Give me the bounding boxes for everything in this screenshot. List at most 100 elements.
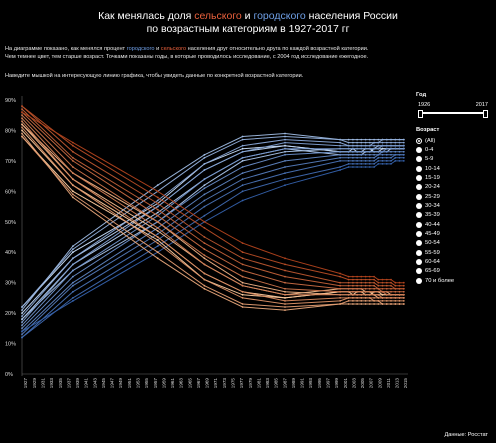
age-option[interactable]: 20-24: [416, 183, 496, 192]
urban-data-point: [356, 163, 358, 165]
age-option[interactable]: 0-4: [416, 145, 496, 154]
x-tick-label: 1993: [308, 378, 313, 389]
line-chart[interactable]: 0%10%20%30%40%50%60%70%80%90%1927 1929 193…: [0, 90, 412, 443]
x-tick-label: 1969: [205, 378, 210, 389]
rural-data-point: [368, 287, 371, 290]
urban-data-point: [390, 160, 392, 162]
year-range-labels: 1926 2017: [418, 102, 488, 108]
rural-data-point: [21, 123, 23, 126]
urban-data-point: [72, 275, 74, 278]
radio-button-icon[interactable]: [416, 147, 422, 154]
age-option[interactable]: (All): [416, 136, 496, 145]
age-option[interactable]: 25-29: [416, 192, 496, 201]
urban-data-point: [72, 257, 74, 260]
radio-button-icon[interactable]: [416, 212, 422, 219]
urban-data-point: [347, 166, 350, 168]
rural-data-point: [241, 251, 244, 254]
age-option[interactable]: 10-14: [416, 164, 496, 173]
rural-data-point: [21, 117, 23, 120]
rural-data-point: [21, 135, 23, 138]
rural-data-point: [284, 290, 286, 293]
urban-data-point: [284, 150, 286, 153]
rural-data-point: [360, 297, 363, 299]
radio-button-icon[interactable]: [416, 165, 422, 172]
radio-button-icon[interactable]: [416, 175, 422, 182]
radio-button-icon[interactable]: [416, 137, 422, 144]
rural-data-point: [377, 287, 380, 290]
rural-data-point: [373, 293, 375, 296]
urban-data-point: [394, 141, 397, 144]
radio-button-icon[interactable]: [416, 184, 422, 191]
slider-max-handle[interactable]: [483, 110, 488, 118]
rural-data-point: [352, 290, 354, 293]
x-tick-label: 1941: [84, 378, 89, 389]
age-option[interactable]: 50-54: [416, 239, 496, 248]
age-option[interactable]: 60-64: [416, 257, 496, 266]
radio-button-icon[interactable]: [416, 156, 422, 163]
radio-button-icon[interactable]: [416, 277, 422, 284]
rural-data-point: [373, 278, 375, 281]
urban-data-point: [385, 160, 388, 162]
rural-data-point: [21, 105, 23, 107]
urban-data-point: [203, 169, 206, 171]
x-tick-label: 1947: [110, 378, 115, 389]
rural-data-point: [352, 275, 354, 278]
year-min-label: 1926: [418, 102, 431, 108]
rural-data-point: [398, 293, 401, 296]
urban-data-point: [398, 138, 401, 141]
age-option[interactable]: 15-19: [416, 173, 496, 182]
rural-data-point: [203, 278, 206, 281]
radio-button-icon[interactable]: [416, 259, 422, 266]
radio-button-icon[interactable]: [416, 231, 422, 238]
rural-data-point: [394, 284, 397, 287]
rural-data-point: [156, 208, 159, 211]
age-filter-list[interactable]: (All) 0-4 5-9 10-14 15-19 20-24 25-29 30-34 35-3…: [416, 136, 496, 294]
urban-data-point: [373, 156, 375, 159]
radio-button-icon[interactable]: [416, 193, 422, 200]
urban-data-point: [360, 147, 363, 150]
radio-button-icon[interactable]: [416, 203, 422, 210]
rural-data-point: [385, 297, 388, 299]
urban-data-point: [398, 147, 401, 150]
radio-button-icon[interactable]: [416, 249, 422, 256]
urban-data-point: [368, 138, 371, 141]
age-option[interactable]: 5-9: [416, 155, 496, 164]
urban-data-point: [72, 284, 74, 287]
age-option[interactable]: 55-59: [416, 248, 496, 257]
urban-data-point: [360, 166, 363, 168]
urban-data-point: [352, 138, 354, 141]
x-tick-label: 2009: [377, 378, 382, 389]
rural-data-point: [203, 220, 206, 223]
rural-data-point: [394, 281, 397, 284]
age-option[interactable]: 30-34: [416, 201, 496, 210]
chart-title: Как менялась доля сельского и городского…: [0, 10, 496, 36]
rural-data-point: [385, 290, 388, 293]
rural-data-point: [364, 275, 367, 278]
rural-data-point: [347, 278, 350, 281]
radio-button-icon[interactable]: [416, 240, 422, 247]
age-option[interactable]: 70 и более: [416, 276, 496, 285]
rural-data-point: [356, 303, 358, 305]
urban-data-point: [352, 160, 354, 162]
radio-button-icon[interactable]: [416, 221, 422, 228]
rural-data-point: [347, 303, 350, 305]
urban-data-point: [241, 160, 244, 162]
x-tick-label: 2015: [403, 378, 408, 389]
x-tick-label: 1949: [118, 378, 123, 389]
rural-data-point: [373, 284, 375, 287]
urban-data-point: [241, 138, 244, 141]
age-option[interactable]: 65-69: [416, 267, 496, 276]
rural-data-point: [373, 275, 375, 278]
urban-data-point: [373, 138, 375, 141]
x-tick-label: 2007: [369, 378, 374, 389]
rural-data-point: [72, 193, 74, 196]
age-option[interactable]: 40-44: [416, 220, 496, 229]
age-option[interactable]: 45-49: [416, 229, 496, 238]
age-option[interactable]: 35-39: [416, 211, 496, 220]
year-range-slider[interactable]: [418, 109, 488, 118]
urban-data-point: [203, 156, 206, 159]
urban-data-point: [339, 147, 341, 150]
slider-min-handle[interactable]: [418, 110, 423, 118]
radio-button-icon[interactable]: [416, 268, 422, 275]
rural-data-point: [203, 263, 206, 266]
